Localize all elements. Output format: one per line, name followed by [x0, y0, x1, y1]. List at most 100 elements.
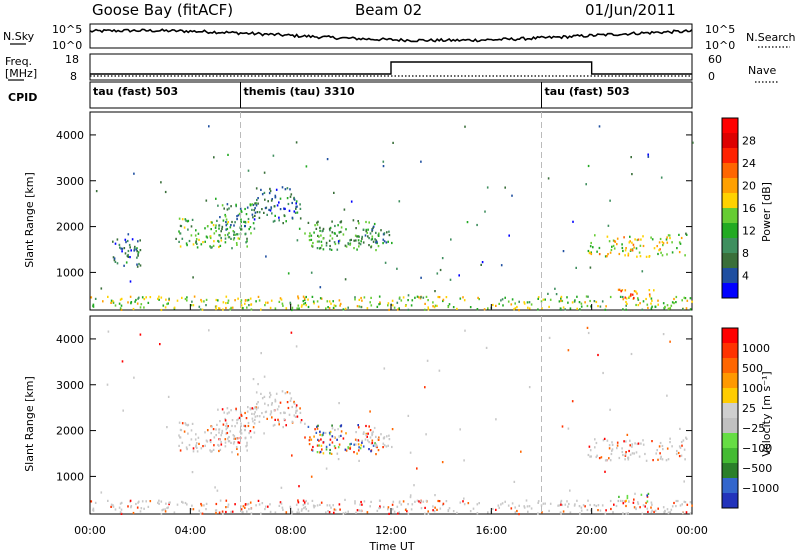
scatter-cell: [92, 305, 95, 308]
scatter-cell: [586, 326, 589, 329]
scatter-cell: [447, 509, 450, 513]
scatter-cell: [270, 199, 273, 202]
scatter-cell: [158, 295, 160, 298]
scatter-cell: [332, 504, 334, 507]
scatter-cell: [92, 509, 95, 512]
noise-curves: [89, 28, 693, 43]
scatter-cell: [689, 501, 692, 504]
scatter-cell: [191, 422, 194, 425]
scatter-cell: [322, 248, 325, 251]
scatter-cell: [287, 202, 290, 206]
scatter-cell: [497, 504, 500, 507]
scatter-cell: [320, 438, 322, 441]
scatter-cell: [203, 504, 205, 507]
scatter-cell: [367, 228, 369, 231]
cpid-segment-label: themis (tau) 3310: [244, 85, 356, 98]
scatter-cell: [636, 238, 639, 242]
scatter-cell: [675, 295, 678, 299]
scatter-cell: [427, 512, 430, 515]
scatter-cell: [418, 500, 420, 503]
scatter-cell: [518, 300, 520, 303]
scatter-cell: [347, 306, 349, 309]
scatter-cell: [514, 511, 517, 514]
colorbar-cell: [722, 253, 738, 268]
scatter-cell: [230, 205, 232, 208]
scatter-cell: [284, 411, 286, 414]
scatter-cell: [186, 424, 189, 427]
scatter-cell: [226, 431, 229, 435]
scatter-cell: [382, 442, 385, 445]
scatter-cell: [282, 508, 284, 511]
scatter-cell: [354, 502, 356, 505]
scatter-cell: [219, 499, 222, 502]
scatter-cell: [284, 392, 287, 395]
scatter-cell: [235, 446, 238, 449]
colorbar-cell: [722, 283, 738, 298]
scatter-cell: [322, 452, 325, 455]
scatter-cell: [463, 299, 466, 302]
scatter-cell: [639, 302, 641, 305]
scatter-cell: [671, 241, 673, 244]
scatter-cell: [224, 417, 226, 421]
scatter-cell: [333, 304, 336, 307]
scatter-cell: [386, 435, 388, 438]
colorbar-cell: [722, 358, 738, 373]
scatter-cell: [143, 298, 146, 301]
scatter-cell: [247, 502, 250, 506]
scatter-cell: [247, 220, 250, 224]
scatter-cell: [269, 413, 272, 416]
scatter-cell: [234, 233, 237, 236]
scatter-cell: [297, 508, 300, 511]
scatter-cell: [250, 512, 253, 515]
scatter-cell: [158, 499, 160, 502]
scatter-cell: [302, 504, 305, 507]
scatter-cell: [316, 451, 319, 454]
scatter-cell: [184, 501, 187, 505]
scatter-cell: [195, 442, 198, 445]
scatter-cell: [178, 421, 181, 424]
scatter-cell: [326, 158, 329, 161]
scatter-cell: [309, 436, 311, 439]
scatter-cell: [332, 306, 335, 310]
scatter-cell: [232, 238, 235, 241]
scatter-cell: [290, 193, 293, 196]
scatter-cell: [398, 307, 400, 310]
scatter-cell: [179, 224, 182, 227]
scatter-cell: [253, 218, 256, 221]
scatter-cell: [350, 238, 352, 241]
scatter-cell: [555, 293, 558, 296]
scatter-cell: [363, 431, 365, 434]
scatter-cell: [213, 232, 216, 235]
scatter-cell: [449, 278, 452, 281]
scatter-cell: [630, 352, 633, 356]
scatter-cell: [124, 252, 127, 255]
scatter-cell: [208, 329, 210, 332]
scatter-cell: [339, 508, 341, 511]
scatter-cell: [230, 237, 232, 240]
scatter-cell: [313, 231, 315, 234]
scatter-cell: [119, 502, 122, 505]
scatter-cell: [560, 499, 563, 502]
scatter-cell: [294, 211, 297, 214]
scatter-cell: [327, 510, 329, 513]
scatter-cell: [194, 234, 197, 237]
scatter-cell: [666, 508, 669, 511]
scatter-cell: [291, 405, 293, 409]
scatter-cell: [119, 246, 121, 249]
scatter-cell: [636, 292, 638, 295]
scatter-cell: [254, 415, 257, 418]
scatter-cell: [587, 164, 590, 168]
scatter-cell: [603, 437, 606, 440]
scatter-cell: [667, 307, 670, 311]
scatter-cell: [124, 238, 127, 241]
scatter-cell: [362, 445, 365, 448]
scatter-cell: [112, 505, 115, 508]
scatter-cell: [252, 203, 255, 207]
scatter-cell: [671, 251, 674, 254]
scatter-cell: [513, 480, 516, 483]
y-tick-label: 4000: [56, 333, 84, 346]
scatter-cell: [662, 506, 665, 509]
scatter-cell: [357, 424, 359, 427]
scatter-cell: [271, 198, 273, 201]
scatter-cell: [230, 510, 232, 513]
